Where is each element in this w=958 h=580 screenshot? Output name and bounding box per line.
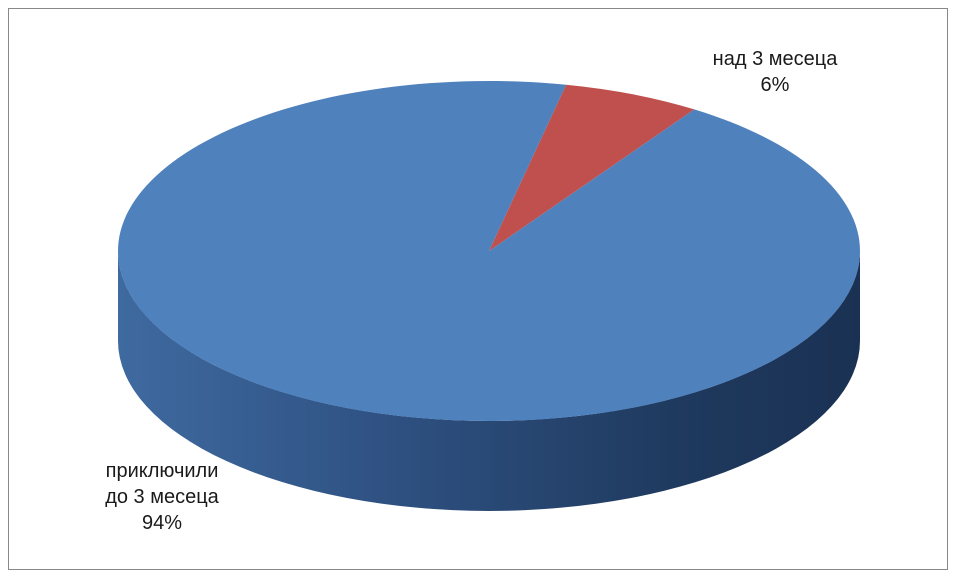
slice-label-up-to-3-months-name-line2: до 3 месеца xyxy=(105,486,219,508)
slice-label-up-to-3-months-percent: 94% xyxy=(141,512,183,534)
slice-label-over-3-months: над 3 месеца 6% xyxy=(690,46,860,98)
pie-slice-приключили-до-3-месеца xyxy=(117,81,860,422)
pie-slice-над-3-месеца xyxy=(489,84,695,251)
slice-label-up-to-3-months-name-line1: приключили xyxy=(105,460,219,482)
pie-side-приключили-до-3-месеца xyxy=(118,251,860,511)
slice-label-up-to-3-months: приключили до 3 месеца 94% xyxy=(62,458,262,536)
slice-label-over-3-months-percent: 6% xyxy=(760,74,790,96)
slice-label-over-3-months-name: над 3 месеца xyxy=(712,48,838,70)
